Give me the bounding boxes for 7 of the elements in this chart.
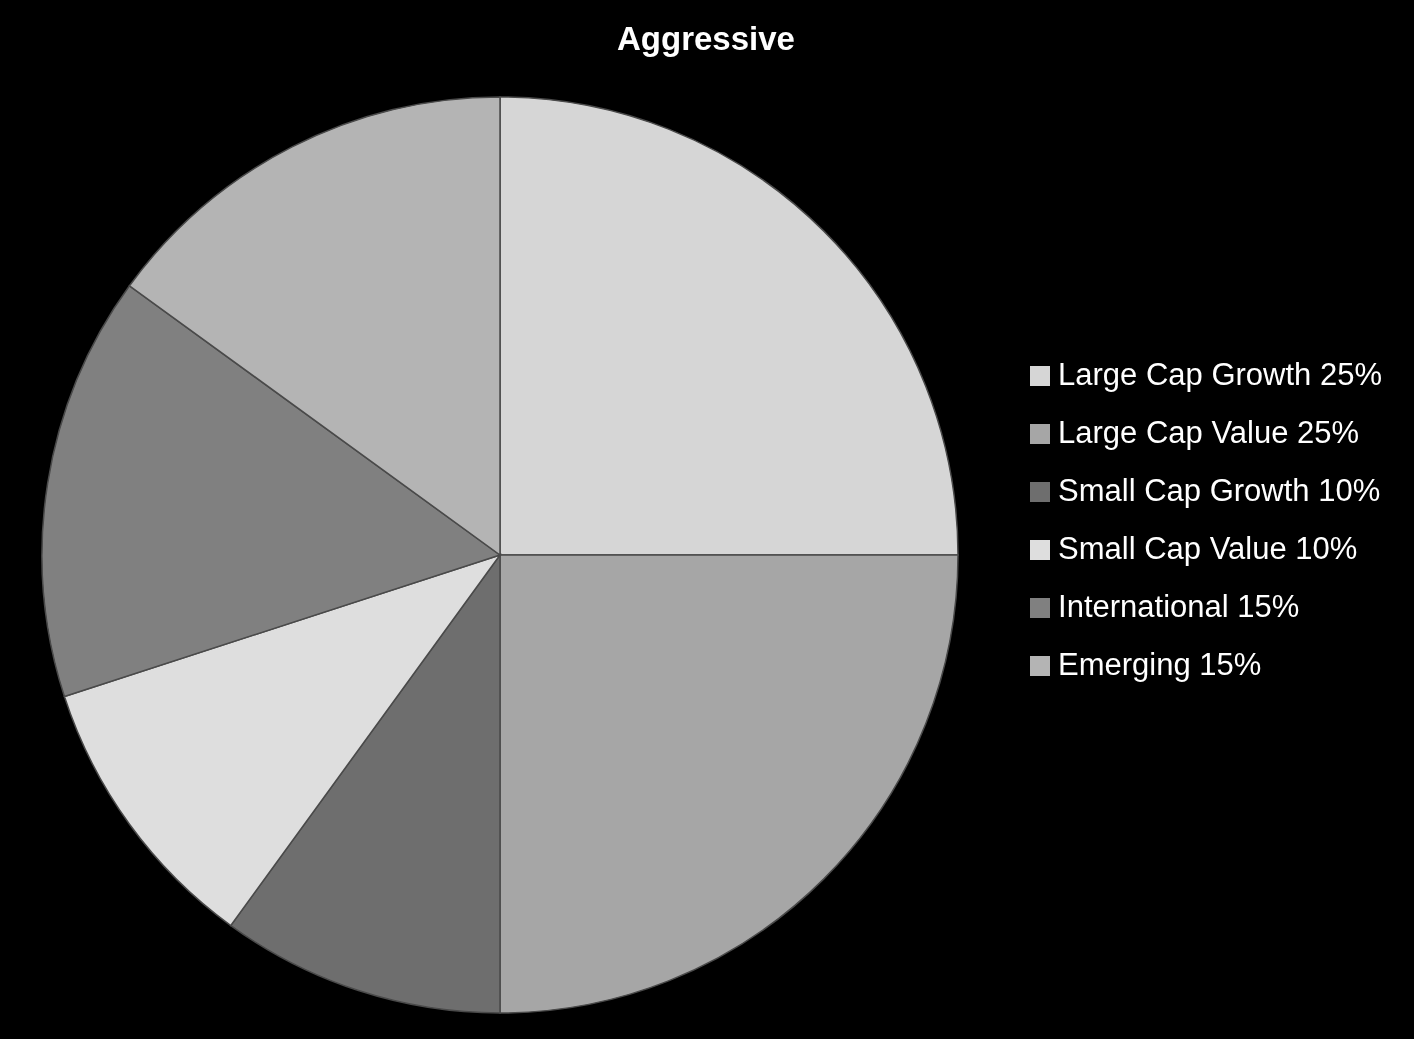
legend-label: Large Cap Growth 25% [1058,356,1382,392]
legend-label: Small Cap Growth 10% [1058,472,1381,508]
legend-label: Large Cap Value 25% [1058,414,1360,450]
legend-label: International 15% [1058,588,1300,624]
chart-title: Aggressive [616,20,796,58]
legend-label: Emerging 15% [1058,646,1262,682]
legend-label: Small Cap Value 10% [1058,530,1358,566]
